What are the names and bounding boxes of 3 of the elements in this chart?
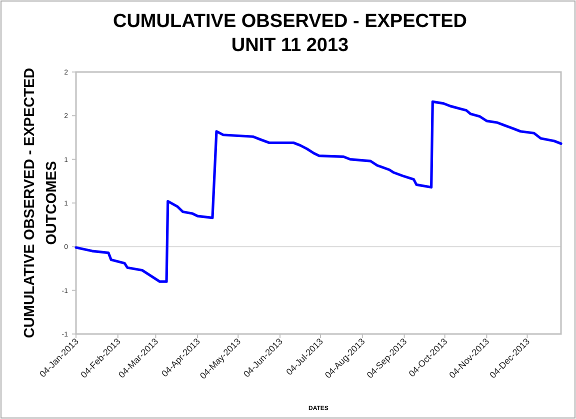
y-axis-title: CUMULATIVE OBSERVED - EXPECTED OUTCOMES	[22, 68, 60, 338]
line-series	[74, 100, 562, 283]
chart-title: CUMULATIVE OBSERVED - EXPECTED UNIT 11 2013	[112, 11, 468, 56]
